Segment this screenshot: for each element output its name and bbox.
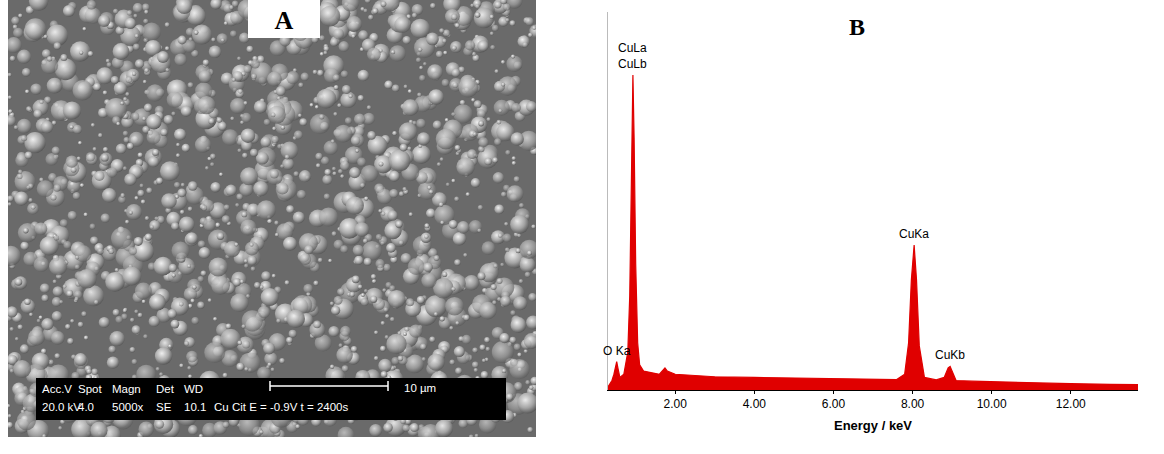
svg-text:Spot: Spot bbox=[78, 383, 102, 395]
svg-text:2.00: 2.00 bbox=[664, 397, 688, 411]
svg-text:20.0 kV: 20.0 kV bbox=[42, 401, 81, 413]
svg-text:10 µm: 10 µm bbox=[404, 382, 436, 394]
svg-text:4.0: 4.0 bbox=[78, 401, 94, 413]
svg-text:4.00: 4.00 bbox=[743, 397, 767, 411]
svg-text:SE: SE bbox=[156, 401, 172, 413]
svg-text:B: B bbox=[849, 14, 865, 40]
svg-text:Energy / keV: Energy / keV bbox=[834, 418, 912, 433]
svg-text:CuLaCuLb: CuLaCuLb bbox=[618, 41, 647, 71]
svg-text:Acc.V: Acc.V bbox=[42, 383, 72, 395]
svg-text:CuKa: CuKa bbox=[899, 227, 929, 241]
svg-text:Cu Cit E = -0.9V t = 2400s: Cu Cit E = -0.9V t = 2400s bbox=[214, 401, 348, 413]
svg-text:CuKb: CuKb bbox=[935, 348, 965, 362]
svg-text:10.1: 10.1 bbox=[184, 401, 206, 413]
svg-text:Det: Det bbox=[156, 383, 175, 395]
svg-text:Magn: Magn bbox=[112, 383, 141, 395]
svg-text:A: A bbox=[275, 6, 294, 35]
svg-text:5000x: 5000x bbox=[112, 401, 144, 413]
svg-text:12.00: 12.00 bbox=[1056, 397, 1086, 411]
svg-text:10.00: 10.00 bbox=[977, 397, 1007, 411]
svg-text:8.00: 8.00 bbox=[901, 397, 925, 411]
svg-text:O Ka: O Ka bbox=[603, 344, 631, 358]
svg-text:WD: WD bbox=[184, 383, 203, 395]
svg-text:6.00: 6.00 bbox=[822, 397, 846, 411]
